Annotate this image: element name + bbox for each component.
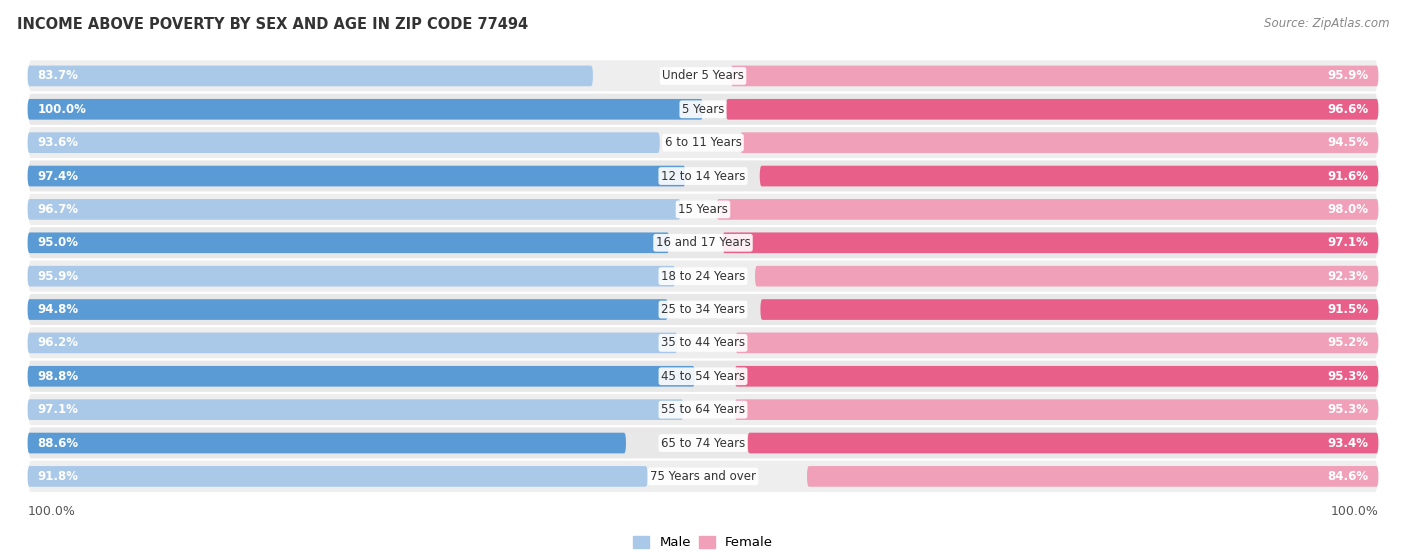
FancyBboxPatch shape bbox=[28, 93, 1378, 126]
Text: 98.8%: 98.8% bbox=[38, 370, 79, 383]
FancyBboxPatch shape bbox=[759, 165, 1378, 186]
Text: 91.5%: 91.5% bbox=[1327, 303, 1368, 316]
FancyBboxPatch shape bbox=[735, 333, 1378, 353]
Text: 100.0%: 100.0% bbox=[28, 505, 76, 518]
FancyBboxPatch shape bbox=[28, 433, 626, 453]
Text: 95.0%: 95.0% bbox=[38, 236, 79, 249]
FancyBboxPatch shape bbox=[717, 199, 1378, 220]
FancyBboxPatch shape bbox=[735, 366, 1378, 387]
Text: INCOME ABOVE POVERTY BY SEX AND AGE IN ZIP CODE 77494: INCOME ABOVE POVERTY BY SEX AND AGE IN Z… bbox=[17, 17, 529, 32]
Text: 45 to 54 Years: 45 to 54 Years bbox=[661, 370, 745, 383]
Text: 12 to 14 Years: 12 to 14 Years bbox=[661, 169, 745, 183]
Text: 16 and 17 Years: 16 and 17 Years bbox=[655, 236, 751, 249]
Text: 96.6%: 96.6% bbox=[1327, 103, 1368, 116]
Text: 97.4%: 97.4% bbox=[38, 169, 79, 183]
FancyBboxPatch shape bbox=[735, 399, 1378, 420]
FancyBboxPatch shape bbox=[28, 126, 1378, 159]
FancyBboxPatch shape bbox=[725, 99, 1378, 120]
FancyBboxPatch shape bbox=[740, 132, 1378, 153]
Text: 15 Years: 15 Years bbox=[678, 203, 728, 216]
Text: Source: ZipAtlas.com: Source: ZipAtlas.com bbox=[1264, 17, 1389, 30]
Text: 25 to 34 Years: 25 to 34 Years bbox=[661, 303, 745, 316]
FancyBboxPatch shape bbox=[28, 199, 681, 220]
Text: 97.1%: 97.1% bbox=[38, 403, 79, 416]
FancyBboxPatch shape bbox=[755, 266, 1378, 287]
FancyBboxPatch shape bbox=[28, 399, 683, 420]
Text: 100.0%: 100.0% bbox=[1330, 505, 1378, 518]
FancyBboxPatch shape bbox=[761, 299, 1378, 320]
Text: 98.0%: 98.0% bbox=[1327, 203, 1368, 216]
Legend: Male, Female: Male, Female bbox=[627, 530, 779, 555]
Text: 95.3%: 95.3% bbox=[1327, 403, 1368, 416]
Text: 88.6%: 88.6% bbox=[38, 437, 79, 449]
Text: 84.6%: 84.6% bbox=[1327, 470, 1368, 483]
Text: 92.3%: 92.3% bbox=[1327, 269, 1368, 283]
FancyBboxPatch shape bbox=[28, 159, 1378, 193]
Text: 91.6%: 91.6% bbox=[1327, 169, 1368, 183]
FancyBboxPatch shape bbox=[28, 326, 1378, 359]
FancyBboxPatch shape bbox=[28, 165, 686, 186]
Text: 93.4%: 93.4% bbox=[1327, 437, 1368, 449]
Text: 18 to 24 Years: 18 to 24 Years bbox=[661, 269, 745, 283]
FancyBboxPatch shape bbox=[28, 466, 648, 487]
FancyBboxPatch shape bbox=[731, 65, 1378, 86]
Text: 95.3%: 95.3% bbox=[1327, 370, 1368, 383]
Text: 97.1%: 97.1% bbox=[1327, 236, 1368, 249]
FancyBboxPatch shape bbox=[28, 333, 678, 353]
Text: 94.8%: 94.8% bbox=[38, 303, 79, 316]
Text: Under 5 Years: Under 5 Years bbox=[662, 69, 744, 82]
Text: 96.7%: 96.7% bbox=[38, 203, 79, 216]
Text: 6 to 11 Years: 6 to 11 Years bbox=[665, 136, 741, 149]
FancyBboxPatch shape bbox=[748, 433, 1378, 453]
Text: 35 to 44 Years: 35 to 44 Years bbox=[661, 337, 745, 349]
FancyBboxPatch shape bbox=[28, 99, 703, 120]
FancyBboxPatch shape bbox=[807, 466, 1378, 487]
FancyBboxPatch shape bbox=[28, 293, 1378, 326]
Text: 55 to 64 Years: 55 to 64 Years bbox=[661, 403, 745, 416]
FancyBboxPatch shape bbox=[28, 193, 1378, 226]
Text: 96.2%: 96.2% bbox=[38, 337, 79, 349]
Text: 95.2%: 95.2% bbox=[1327, 337, 1368, 349]
FancyBboxPatch shape bbox=[28, 359, 1378, 393]
FancyBboxPatch shape bbox=[28, 366, 695, 387]
FancyBboxPatch shape bbox=[28, 59, 1378, 93]
Text: 83.7%: 83.7% bbox=[38, 69, 79, 82]
FancyBboxPatch shape bbox=[28, 226, 1378, 259]
FancyBboxPatch shape bbox=[28, 259, 1378, 293]
Text: 5 Years: 5 Years bbox=[682, 103, 724, 116]
FancyBboxPatch shape bbox=[28, 393, 1378, 427]
FancyBboxPatch shape bbox=[28, 65, 593, 86]
Text: 95.9%: 95.9% bbox=[38, 269, 79, 283]
FancyBboxPatch shape bbox=[28, 427, 1378, 459]
Text: 91.8%: 91.8% bbox=[38, 470, 79, 483]
FancyBboxPatch shape bbox=[28, 459, 1378, 493]
Text: 93.6%: 93.6% bbox=[38, 136, 79, 149]
Text: 75 Years and over: 75 Years and over bbox=[650, 470, 756, 483]
Text: 100.0%: 100.0% bbox=[38, 103, 87, 116]
Text: 95.9%: 95.9% bbox=[1327, 69, 1368, 82]
FancyBboxPatch shape bbox=[28, 233, 669, 253]
FancyBboxPatch shape bbox=[723, 233, 1378, 253]
Text: 65 to 74 Years: 65 to 74 Years bbox=[661, 437, 745, 449]
FancyBboxPatch shape bbox=[28, 132, 659, 153]
FancyBboxPatch shape bbox=[28, 266, 675, 287]
Text: 94.5%: 94.5% bbox=[1327, 136, 1368, 149]
FancyBboxPatch shape bbox=[28, 299, 668, 320]
